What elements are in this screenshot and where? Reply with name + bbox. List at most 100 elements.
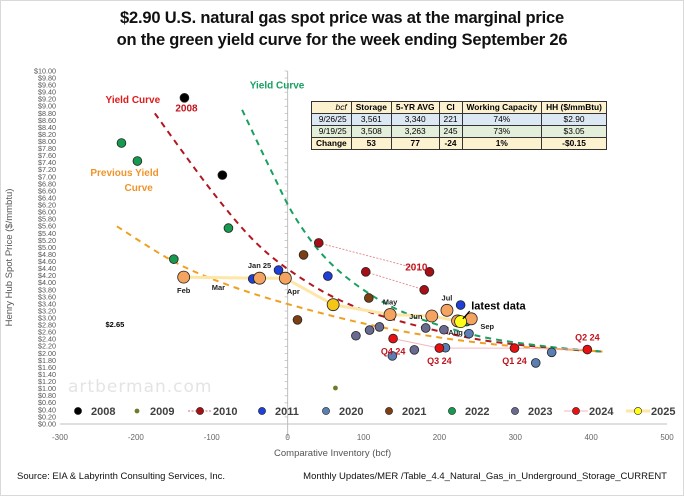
y-tick-label: $1.20 bbox=[38, 377, 56, 386]
y-tick-label: $2.00 bbox=[38, 349, 56, 358]
legend-marker-2009 bbox=[134, 408, 140, 414]
point-2022 bbox=[169, 254, 179, 264]
y-tick-label: $2.60 bbox=[38, 328, 56, 337]
point-2020 bbox=[530, 358, 541, 368]
legend-label-2022: 2022 bbox=[465, 406, 489, 418]
y-tick-label: $1.60 bbox=[38, 363, 56, 372]
y-tick-label: $6.00 bbox=[38, 208, 56, 217]
point-2008 bbox=[179, 93, 190, 103]
data-label-2024: Q1 24 bbox=[502, 356, 527, 366]
legend-marker-2011 bbox=[258, 407, 266, 415]
data-label-2025: Aug bbox=[448, 328, 463, 337]
chart-title-line2: on the green yield curve for the week en… bbox=[116, 31, 568, 49]
annotation: 2010 bbox=[405, 262, 428, 273]
table-cell: 3,561 bbox=[350, 113, 392, 126]
x-tick-label: 400 bbox=[584, 433, 598, 442]
point-2020 bbox=[546, 347, 557, 358]
y-tick-label: $3.00 bbox=[38, 314, 56, 323]
legend-label-2010: 2010 bbox=[213, 406, 237, 418]
point-2024 bbox=[509, 343, 520, 353]
point-2023 bbox=[351, 330, 361, 341]
x-tick-label: 0 bbox=[285, 433, 290, 442]
data-label-2024: Q3 24 bbox=[427, 356, 452, 366]
point-2025 bbox=[440, 303, 454, 317]
chart-title-line1: $2.90 U.S. natural gas spot price was at… bbox=[120, 9, 564, 27]
point-2021 bbox=[292, 315, 303, 325]
table-cell: 74% bbox=[461, 113, 543, 126]
y-tick-label: $10.00 bbox=[34, 66, 56, 75]
y-tick-label: $8.20 bbox=[38, 130, 56, 139]
y-tick-label: $6.40 bbox=[38, 193, 56, 202]
header-cell: HH ($/mmBtu) bbox=[541, 101, 607, 114]
y-tick-label: $9.20 bbox=[38, 95, 56, 104]
y-tick-label: $2.80 bbox=[38, 321, 56, 330]
previous-yield-curve bbox=[116, 225, 603, 353]
data-label-2025: Jul bbox=[442, 293, 453, 302]
legend-label-2011: 2011 bbox=[275, 406, 299, 418]
x-tick-label: 100 bbox=[357, 433, 371, 442]
y-tick-label: $7.20 bbox=[38, 165, 56, 174]
data-path-note: Monthly Updates/MER /Table_4.4_Natural_G… bbox=[303, 471, 667, 482]
y-tick-label: $5.40 bbox=[38, 229, 56, 238]
table-cell: 245 bbox=[438, 125, 463, 138]
point-2025 bbox=[326, 298, 340, 312]
x-tick-label: -100 bbox=[204, 433, 221, 442]
table-cell: 9/19/25 bbox=[311, 125, 352, 138]
x-tick-label: 200 bbox=[433, 433, 447, 442]
table-cell: 3,340 bbox=[390, 113, 440, 126]
table-cell: 1% bbox=[461, 137, 543, 150]
data-label-2025: Jun bbox=[409, 312, 423, 321]
data-label-2024: Q4 24 bbox=[381, 347, 406, 357]
y-tick-label: $9.80 bbox=[38, 73, 56, 82]
point-2023 bbox=[420, 323, 431, 333]
table-header-row: bcf Storage 5-YR AVG CI Working Capacity… bbox=[311, 101, 607, 114]
y-tick-label: $1.00 bbox=[38, 384, 56, 393]
y-tick-label: $7.00 bbox=[38, 172, 56, 181]
y-tick-label: $4.20 bbox=[38, 271, 56, 280]
y-tick-label: $7.40 bbox=[38, 158, 56, 167]
header-cell: bcf bbox=[311, 101, 352, 114]
table-cell: 3,508 bbox=[350, 125, 392, 138]
annotation: Previous Yield bbox=[90, 168, 158, 179]
point-2023 bbox=[439, 324, 449, 335]
y-tick-label: $3.40 bbox=[38, 299, 56, 308]
y-tick-label: $7.80 bbox=[38, 144, 56, 153]
legend-marker-2025 bbox=[634, 407, 642, 415]
annotation: Yield Curve bbox=[250, 81, 305, 92]
header-cell: Working Capacity bbox=[461, 101, 543, 114]
y-tick-label: $6.80 bbox=[38, 179, 56, 188]
y-tick-label: $3.60 bbox=[38, 292, 56, 301]
table-cell: 77 bbox=[390, 137, 440, 150]
y-tick-label: $6.20 bbox=[38, 201, 56, 210]
point-2021 bbox=[298, 250, 309, 260]
point-2011 bbox=[323, 271, 333, 281]
y-tick-label: $3.80 bbox=[38, 285, 56, 294]
legend-marker-2010 bbox=[196, 407, 204, 415]
legend-label-2009: 2009 bbox=[150, 406, 174, 418]
y-tick-label: $5.60 bbox=[38, 222, 56, 231]
y-tick-label: $3.20 bbox=[38, 306, 56, 315]
point-2024 bbox=[388, 333, 398, 344]
point-2023 bbox=[364, 325, 375, 335]
point-2023 bbox=[409, 345, 420, 355]
legend-marker-2020 bbox=[322, 407, 330, 415]
point-2010 bbox=[419, 285, 430, 295]
legend-marker-2022 bbox=[448, 407, 456, 415]
y-tick-label: $4.80 bbox=[38, 250, 56, 259]
table-row: Change 53 77 -24 1% -$0.15 bbox=[311, 137, 607, 150]
x-tick-label: 500 bbox=[660, 433, 674, 442]
y-tick-label: $0.40 bbox=[38, 405, 56, 414]
y-tick-label: $0.20 bbox=[38, 412, 56, 421]
point-2025 bbox=[425, 309, 439, 323]
legend-marker-2023 bbox=[511, 407, 519, 415]
x-tick-label: -300 bbox=[52, 433, 69, 442]
point-2025 bbox=[278, 271, 292, 285]
table-cell: 221 bbox=[438, 113, 463, 126]
y-tick-label: $2.40 bbox=[38, 335, 56, 344]
data-label-2025: May bbox=[383, 298, 398, 307]
y-tick-label: $0.00 bbox=[38, 419, 56, 428]
point-2022 bbox=[132, 156, 143, 166]
annotation: $2.65 bbox=[106, 320, 125, 329]
point-2011 bbox=[455, 300, 466, 310]
y-tick-label: $7.60 bbox=[38, 151, 56, 160]
